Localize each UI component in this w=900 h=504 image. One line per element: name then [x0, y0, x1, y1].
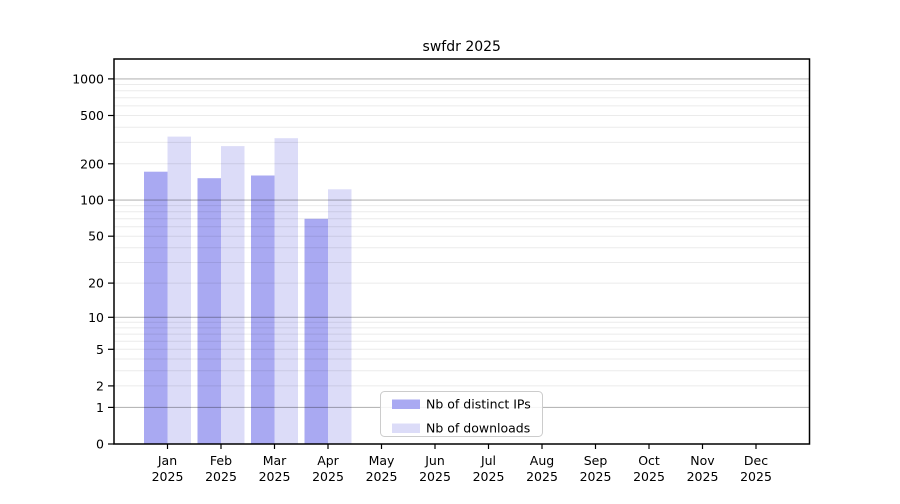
legend-label-nb-of-downloads: Nb of downloads	[426, 421, 530, 436]
bar-nb-of-distinct-ips-feb	[197, 178, 221, 444]
bar-nb-of-distinct-ips-jan	[144, 171, 168, 444]
x-tick-label-mar: Mar 2025	[259, 453, 291, 484]
y-tick-label-100: 100	[80, 193, 104, 208]
legend: Nb of distinct IPs Nb of downloads	[380, 391, 543, 437]
plot-frame	[113, 58, 811, 445]
y-tick-label-10: 10	[88, 310, 104, 325]
bar-nb-of-distinct-ips-mar	[251, 175, 275, 444]
chart-title: swfdr 2025	[423, 39, 501, 55]
x-tick-label-dec: Dec 2025	[740, 453, 772, 484]
bars-layer	[144, 136, 352, 444]
y-tick-label-1000: 1000	[72, 71, 104, 86]
x-tick-label-apr: Apr 2025	[312, 453, 344, 484]
y-tick-label-20: 20	[88, 276, 104, 291]
bar-nb-of-distinct-ips-apr	[304, 218, 328, 444]
x-tick-label-feb: Feb 2025	[205, 453, 237, 484]
bar-nb-of-downloads-mar	[274, 138, 298, 444]
y-tick-label-0: 0	[96, 437, 104, 452]
bar-nb-of-downloads-jan	[167, 136, 191, 444]
y-tick-label-50: 50	[88, 229, 104, 244]
bar-nb-of-downloads-apr	[328, 189, 352, 444]
bar-nb-of-downloads-feb	[221, 146, 245, 444]
x-tick-label-jul: Jul 2025	[473, 453, 505, 484]
x-tick-label-may: May 2025	[366, 453, 398, 484]
y-tick-label-200: 200	[80, 156, 104, 171]
x-tick-label-aug: Aug 2025	[526, 453, 558, 484]
y-tick-label-2: 2	[96, 378, 104, 393]
legend-box	[380, 391, 543, 437]
x-tick-label-nov: Nov 2025	[687, 453, 719, 484]
x-axis: Jan 2025 Feb 2025 Mar 2025 Apr 2025 May 2025 Jun 20…	[152, 444, 772, 484]
x-tick-label-jan: Jan 2025	[152, 453, 184, 484]
x-tick-label-oct: Oct 2025	[633, 453, 665, 484]
legend-label-nb-of-distinct-ips: Nb of distinct IPs	[426, 397, 531, 412]
legend-swatch-nb-of-distinct-ips	[392, 399, 420, 409]
y-axis: 0 1 2 5 10 20 50 100 200 500 1000	[72, 71, 114, 452]
x-tick-label-sep: Sep 2025	[580, 453, 612, 484]
y-tick-label-500: 500	[80, 108, 104, 123]
y-tick-label-5: 5	[96, 342, 104, 357]
x-tick-label-jun: Jun 2025	[419, 453, 451, 484]
y-tick-label-1: 1	[96, 400, 104, 415]
legend-swatch-nb-of-downloads	[392, 423, 420, 433]
